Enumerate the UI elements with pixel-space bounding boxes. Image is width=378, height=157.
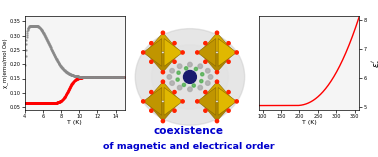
Y-axis label: $\varepsilon_r'$: $\varepsilon_r'$ (370, 58, 378, 68)
X-axis label: T (K): T (K) (67, 120, 82, 125)
Circle shape (173, 60, 176, 63)
Circle shape (196, 100, 199, 103)
Text: coexistence: coexistence (154, 126, 224, 136)
Circle shape (173, 90, 176, 94)
Polygon shape (147, 33, 179, 51)
Polygon shape (201, 33, 233, 51)
Circle shape (161, 119, 164, 123)
Polygon shape (201, 103, 233, 121)
Circle shape (215, 119, 218, 123)
Circle shape (142, 100, 145, 103)
Polygon shape (197, 39, 216, 66)
X-axis label: T (K): T (K) (302, 120, 316, 125)
Polygon shape (201, 54, 233, 72)
Polygon shape (143, 39, 162, 66)
Polygon shape (164, 39, 183, 66)
Circle shape (183, 70, 197, 83)
Circle shape (227, 109, 230, 112)
Polygon shape (147, 54, 179, 72)
Circle shape (188, 87, 192, 92)
Y-axis label: χ_m(emu/mol Oe): χ_m(emu/mol Oe) (2, 38, 8, 88)
Circle shape (182, 83, 186, 87)
Circle shape (235, 100, 238, 103)
Circle shape (170, 68, 174, 73)
Circle shape (173, 109, 176, 112)
Polygon shape (164, 87, 183, 115)
Circle shape (194, 67, 198, 70)
Polygon shape (143, 87, 162, 115)
Circle shape (208, 75, 213, 79)
Polygon shape (201, 82, 233, 100)
Circle shape (235, 51, 238, 54)
Ellipse shape (151, 45, 229, 109)
Circle shape (150, 42, 153, 45)
Circle shape (161, 31, 164, 34)
Circle shape (215, 70, 218, 74)
Circle shape (150, 109, 153, 112)
Polygon shape (197, 87, 216, 115)
Circle shape (177, 85, 182, 90)
Circle shape (204, 109, 207, 112)
Circle shape (204, 60, 207, 63)
Circle shape (192, 84, 195, 87)
Circle shape (227, 42, 230, 45)
Circle shape (142, 51, 145, 54)
Circle shape (198, 64, 203, 68)
Circle shape (201, 73, 204, 76)
Text: of magnetic and electrical order: of magnetic and electrical order (103, 142, 275, 151)
Circle shape (181, 51, 184, 54)
Circle shape (176, 78, 179, 81)
Polygon shape (218, 87, 237, 115)
Circle shape (215, 80, 218, 83)
Ellipse shape (135, 29, 245, 125)
Circle shape (177, 64, 182, 68)
Polygon shape (218, 39, 237, 66)
Circle shape (188, 62, 192, 67)
Circle shape (200, 80, 203, 83)
Polygon shape (147, 82, 179, 100)
Circle shape (150, 60, 153, 63)
Circle shape (227, 90, 230, 94)
Circle shape (204, 42, 207, 45)
Circle shape (227, 60, 230, 63)
Polygon shape (147, 103, 179, 121)
Circle shape (204, 90, 207, 94)
Circle shape (161, 80, 164, 83)
Circle shape (206, 81, 210, 85)
Circle shape (196, 51, 199, 54)
Circle shape (173, 42, 176, 45)
Circle shape (167, 75, 172, 79)
Circle shape (198, 85, 203, 90)
Circle shape (150, 90, 153, 94)
Circle shape (206, 68, 210, 73)
Circle shape (184, 67, 188, 70)
Circle shape (170, 81, 174, 85)
Circle shape (177, 71, 180, 74)
Circle shape (161, 70, 164, 74)
Circle shape (215, 31, 218, 34)
Circle shape (181, 100, 184, 103)
